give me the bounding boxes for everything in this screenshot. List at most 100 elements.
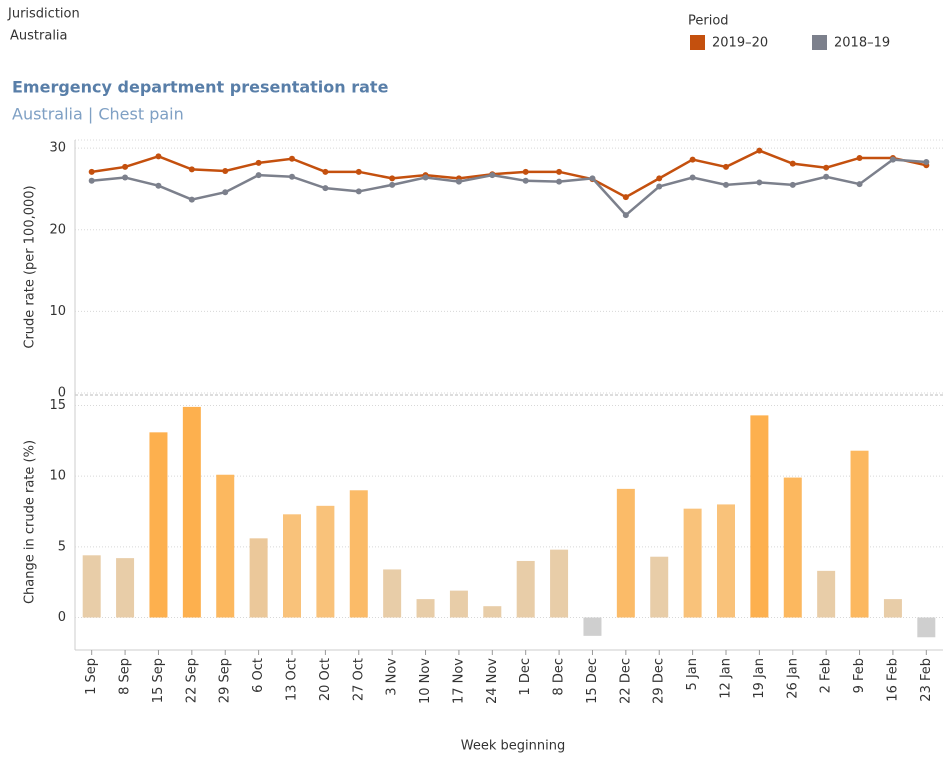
line xyxy=(91,158,927,217)
bar xyxy=(817,570,836,618)
point xyxy=(355,168,362,175)
y-axis-title: Crude rate (per 100,000) xyxy=(23,185,38,348)
point xyxy=(188,166,195,173)
bar xyxy=(283,514,301,618)
point xyxy=(789,160,796,167)
point xyxy=(88,168,95,175)
bar xyxy=(116,558,135,618)
point xyxy=(556,178,563,185)
bar xyxy=(483,606,502,618)
point xyxy=(289,155,295,162)
point xyxy=(455,178,462,185)
chart-subtitle: Australia | Chest pain xyxy=(12,105,184,124)
bar xyxy=(182,406,201,618)
legend-label: 2018–19 xyxy=(834,36,890,51)
y-tick-label: 0 xyxy=(58,610,66,625)
point xyxy=(122,163,129,170)
point xyxy=(522,168,529,175)
bar xyxy=(583,617,602,636)
bar xyxy=(717,504,735,618)
x-tick-label: 23 Feb xyxy=(919,658,934,702)
y-axis-title: Change in crude rate (%) xyxy=(23,440,38,604)
point xyxy=(723,181,729,188)
x-tick-label: 19 Jan xyxy=(752,658,767,699)
bar xyxy=(783,477,802,618)
point xyxy=(389,175,396,182)
bar xyxy=(82,555,101,618)
point xyxy=(656,183,663,190)
x-tick-label: 1 Dec xyxy=(518,658,533,696)
point xyxy=(489,172,496,179)
point xyxy=(756,147,763,154)
bar xyxy=(883,599,902,618)
point xyxy=(155,182,162,189)
point xyxy=(188,196,195,203)
point xyxy=(322,168,329,175)
x-tick-label: 27 Oct xyxy=(351,658,366,701)
bar xyxy=(650,556,669,618)
point xyxy=(289,173,295,180)
point xyxy=(656,175,663,182)
point xyxy=(556,168,563,175)
point xyxy=(723,163,729,170)
point xyxy=(689,156,696,163)
bar xyxy=(750,415,769,618)
point xyxy=(255,172,262,179)
bar xyxy=(349,490,368,618)
point xyxy=(689,174,696,181)
x-tick-label: 2 Feb xyxy=(819,658,834,693)
x-tick-label: 1 Sep xyxy=(84,658,99,695)
point xyxy=(823,173,830,180)
y-tick-label: 20 xyxy=(49,222,66,237)
y-tick-label: 10 xyxy=(49,469,66,484)
point xyxy=(122,174,129,181)
x-tick-label: 26 Jan xyxy=(785,658,800,699)
y-tick-label: 5 xyxy=(58,539,66,554)
x-tick-label: 15 Sep xyxy=(151,658,166,703)
x-tick-label: 5 Jan xyxy=(685,658,700,690)
x-tick-label: 16 Feb xyxy=(885,658,900,702)
point xyxy=(923,159,930,166)
bar xyxy=(383,569,402,618)
y-tick-label: 15 xyxy=(49,398,66,413)
x-tick-label: 12 Jan xyxy=(719,658,734,699)
y-tick-label: 10 xyxy=(49,304,66,319)
point xyxy=(222,189,229,196)
legend-swatch xyxy=(690,35,705,50)
x-tick-label: 9 Feb xyxy=(852,658,867,693)
bar xyxy=(316,505,335,618)
point xyxy=(622,194,629,201)
point xyxy=(255,159,262,166)
legend-label: 2019–20 xyxy=(712,36,768,51)
x-tick-label: 13 Oct xyxy=(285,658,300,701)
bar xyxy=(516,560,535,618)
x-tick-label: 8 Sep xyxy=(118,658,133,695)
bar xyxy=(616,488,635,618)
x-tick-label: 24 Nov xyxy=(485,658,500,704)
filter-label: Jurisdiction xyxy=(7,7,80,22)
point xyxy=(589,175,596,182)
point xyxy=(889,156,896,163)
legend-swatch xyxy=(812,35,827,50)
point xyxy=(856,154,863,161)
point xyxy=(389,181,396,188)
bar xyxy=(149,432,168,618)
point xyxy=(222,168,229,175)
point xyxy=(522,177,529,184)
bar xyxy=(216,474,235,618)
x-tick-label: 8 Dec xyxy=(552,658,567,696)
x-tick-label: 10 Nov xyxy=(418,658,433,704)
bar xyxy=(249,538,268,618)
x-tick-label: 20 Oct xyxy=(318,658,333,701)
bar xyxy=(550,549,569,618)
x-tick-label: 22 Sep xyxy=(184,658,199,703)
bar xyxy=(917,617,936,638)
point xyxy=(789,181,796,188)
filter-value: Australia xyxy=(10,29,68,44)
bar xyxy=(416,599,435,618)
x-tick-label: 17 Nov xyxy=(451,658,466,704)
point xyxy=(322,185,329,192)
y-tick-label: 0 xyxy=(58,386,66,401)
x-axis-title: Week beginning xyxy=(461,739,565,754)
